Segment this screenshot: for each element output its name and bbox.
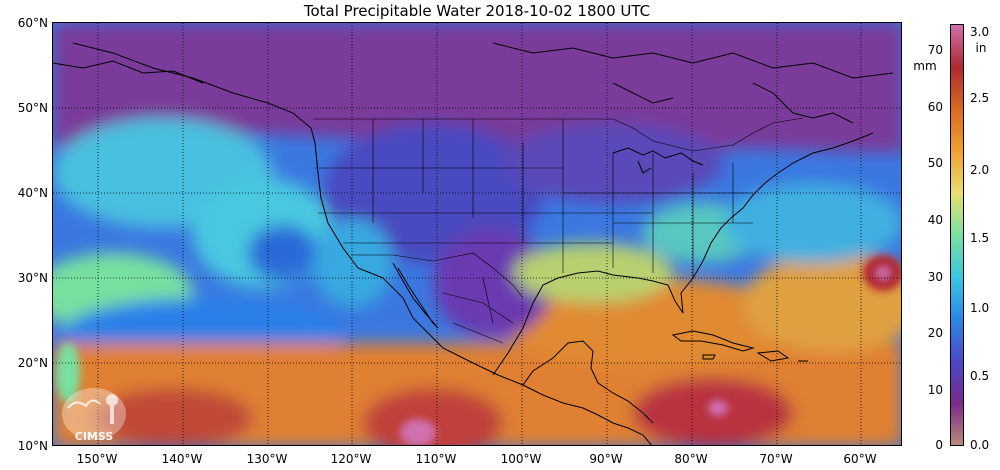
mm-tick-60: 60	[927, 100, 943, 114]
lon-label-140w: 140°W	[161, 452, 203, 466]
lat-label-30n: 30°N	[17, 271, 48, 285]
lon-label-60w: 60°W	[843, 452, 877, 466]
map-title: Total Precipitable Water 2018-10-02 1800…	[303, 2, 651, 20]
lon-label-130w: 130°W	[246, 452, 288, 466]
coastline-outlines	[53, 42, 894, 445]
lon-label-120w: 120°W	[330, 452, 372, 466]
lon-label-100w: 100°W	[500, 452, 542, 466]
lat-lon-grid	[53, 23, 901, 445]
mm-tick-20: 20	[927, 326, 943, 340]
lat-label-20n: 20°N	[17, 356, 48, 370]
mm-tick-50: 50	[927, 156, 943, 170]
mm-tick-30: 30	[927, 270, 943, 284]
lat-label-10n: 10°N	[17, 439, 48, 453]
lon-label-70w: 70°W	[759, 452, 793, 466]
political-borders	[313, 117, 804, 344]
in-tick-1-0: 1.0	[970, 301, 990, 315]
lon-label-90w: 90°W	[589, 452, 623, 466]
in-tick-0-5: 0.5	[970, 369, 990, 383]
in-tick-2-5: 2.5	[970, 91, 990, 105]
in-tick-0-0: 0.0	[970, 438, 990, 452]
mm-tick-0: 0	[935, 438, 943, 452]
color-scale-bar	[950, 24, 964, 446]
mm-tick-10: 10	[927, 383, 943, 397]
cimss-logo: CIMSS	[62, 388, 126, 443]
lon-label-80w: 80°W	[674, 452, 708, 466]
unit-in-label: in	[975, 41, 987, 55]
mm-tick-70: 70	[927, 43, 943, 57]
in-tick-1-5: 1.5	[970, 231, 990, 245]
lat-label-50n: 50°N	[17, 101, 48, 115]
unit-mm-label: mm	[913, 59, 937, 73]
lon-label-110w: 110°W	[415, 452, 457, 466]
lon-label-150w: 150°W	[76, 452, 118, 466]
lat-label-40n: 40°N	[17, 186, 48, 200]
in-tick-2-0: 2.0	[970, 163, 990, 177]
mm-tick-40: 40	[927, 213, 943, 227]
lat-label-60n: 60°N	[17, 16, 48, 30]
in-tick-3-0: 3.0	[970, 25, 990, 39]
precipitable-water-map[interactable]	[52, 22, 902, 446]
cimss-logo-text: CIMSS	[75, 430, 114, 443]
tpw-field	[53, 23, 901, 445]
